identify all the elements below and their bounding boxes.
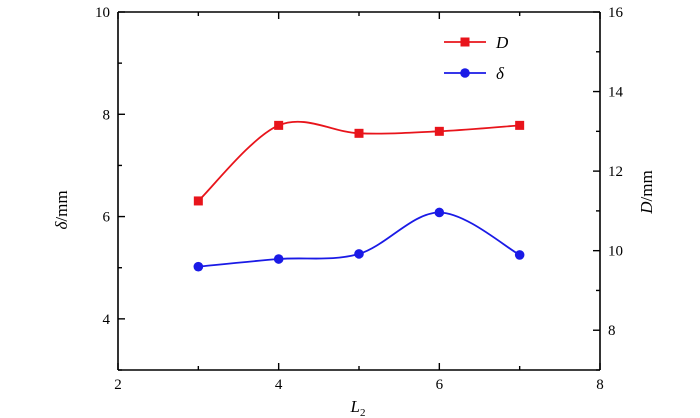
y-left-tick-label: 4	[103, 312, 111, 328]
x-tick-label: 2	[114, 377, 122, 393]
y-right-axis-title: D/mm	[637, 170, 656, 214]
data-point	[274, 120, 284, 130]
y-left-tick-label: 10	[95, 5, 110, 21]
ticks: 2 4 6 8 4 6 8 10 8 10 12 14 16	[95, 5, 624, 393]
x-tick-label: 6	[436, 377, 444, 393]
series-delta	[193, 207, 525, 272]
y-right-tick-label: 8	[608, 323, 616, 339]
y-right-tick-label: 16	[608, 5, 624, 21]
legend-marker	[460, 37, 470, 47]
y-right-axis-title-symbol: D	[637, 201, 656, 215]
y-left-tick-label: 6	[103, 210, 111, 226]
legend-entry: D	[444, 33, 509, 52]
data-point	[273, 254, 284, 264]
data-point	[193, 196, 203, 206]
y-right-tick-label: 12	[608, 164, 623, 180]
legend-label: D	[495, 33, 509, 52]
data-point	[434, 207, 445, 218]
x-tick-label: 8	[596, 377, 604, 393]
data-point	[354, 249, 364, 259]
y-right-axis-title-unit: /mm	[637, 170, 656, 201]
x-axis-title: L2	[350, 397, 366, 418]
axes	[117, 11, 601, 371]
data-point	[434, 126, 444, 136]
x-axis-title-subscript: 2	[360, 407, 366, 418]
y-right-tick-label: 14	[608, 85, 624, 101]
y-right-tick-label: 10	[608, 244, 623, 260]
legend-label: δ	[496, 64, 505, 83]
y-left-tick-label: 8	[103, 107, 111, 123]
y-left-axis-title: δ/mm	[52, 190, 71, 229]
data-point	[354, 128, 364, 138]
data-point	[515, 120, 525, 130]
y-left-axis-title-unit: /mm	[52, 190, 71, 221]
x-axis-title-main: L	[350, 397, 360, 416]
data-point	[514, 250, 525, 260]
legend-marker	[460, 68, 470, 78]
legend-entry: δ	[444, 64, 505, 83]
data-point	[193, 261, 204, 272]
y-left-axis-title-symbol: δ	[52, 221, 71, 230]
series-layer	[193, 120, 525, 272]
x-tick-label: 4	[275, 377, 283, 393]
series-D	[193, 120, 525, 206]
legend: Dδ	[444, 33, 509, 83]
